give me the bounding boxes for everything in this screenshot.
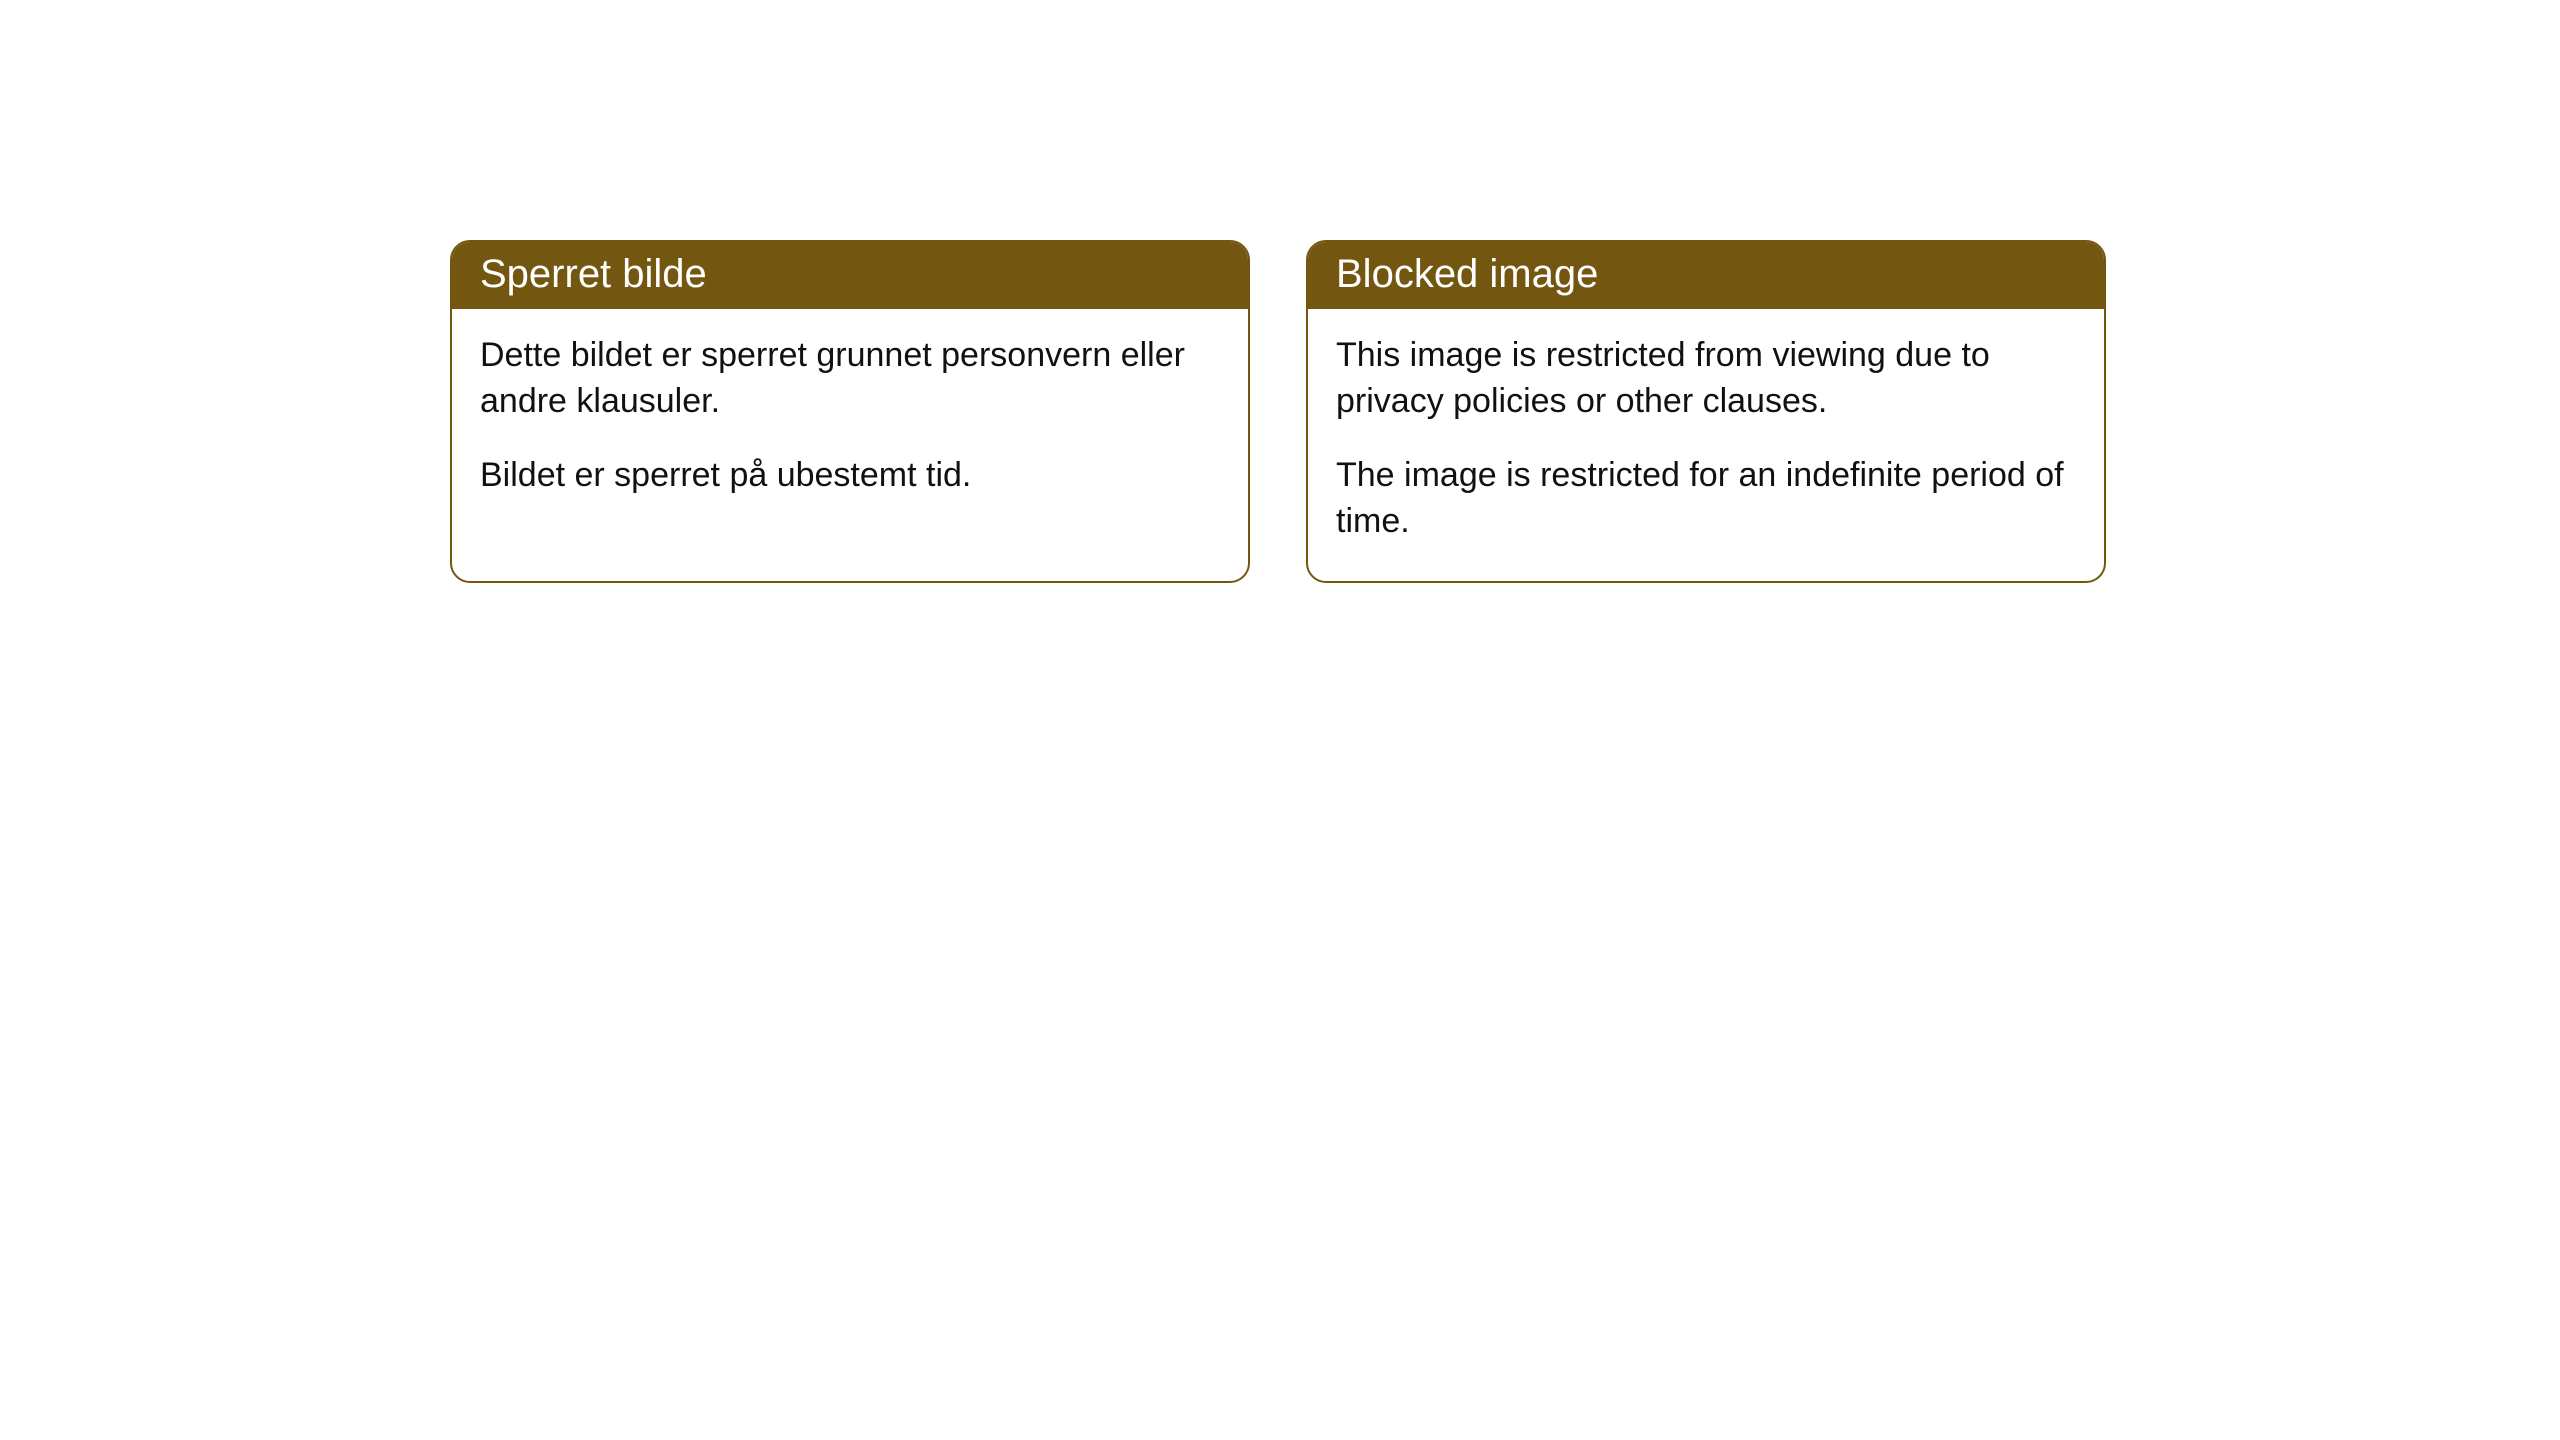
card-body: This image is restricted from viewing du… bbox=[1308, 309, 2104, 581]
card-header: Blocked image bbox=[1308, 242, 2104, 309]
card-paragraph: Dette bildet er sperret grunnet personve… bbox=[480, 333, 1220, 425]
card-paragraph: Bildet er sperret på ubestemt tid. bbox=[480, 453, 1220, 499]
card-header: Sperret bilde bbox=[452, 242, 1248, 309]
notice-container: Sperret bilde Dette bildet er sperret gr… bbox=[0, 0, 2560, 583]
blocked-image-card-en: Blocked image This image is restricted f… bbox=[1306, 240, 2106, 583]
card-paragraph: This image is restricted from viewing du… bbox=[1336, 333, 2076, 425]
card-body: Dette bildet er sperret grunnet personve… bbox=[452, 309, 1248, 535]
blocked-image-card-no: Sperret bilde Dette bildet er sperret gr… bbox=[450, 240, 1250, 583]
card-paragraph: The image is restricted for an indefinit… bbox=[1336, 453, 2076, 545]
